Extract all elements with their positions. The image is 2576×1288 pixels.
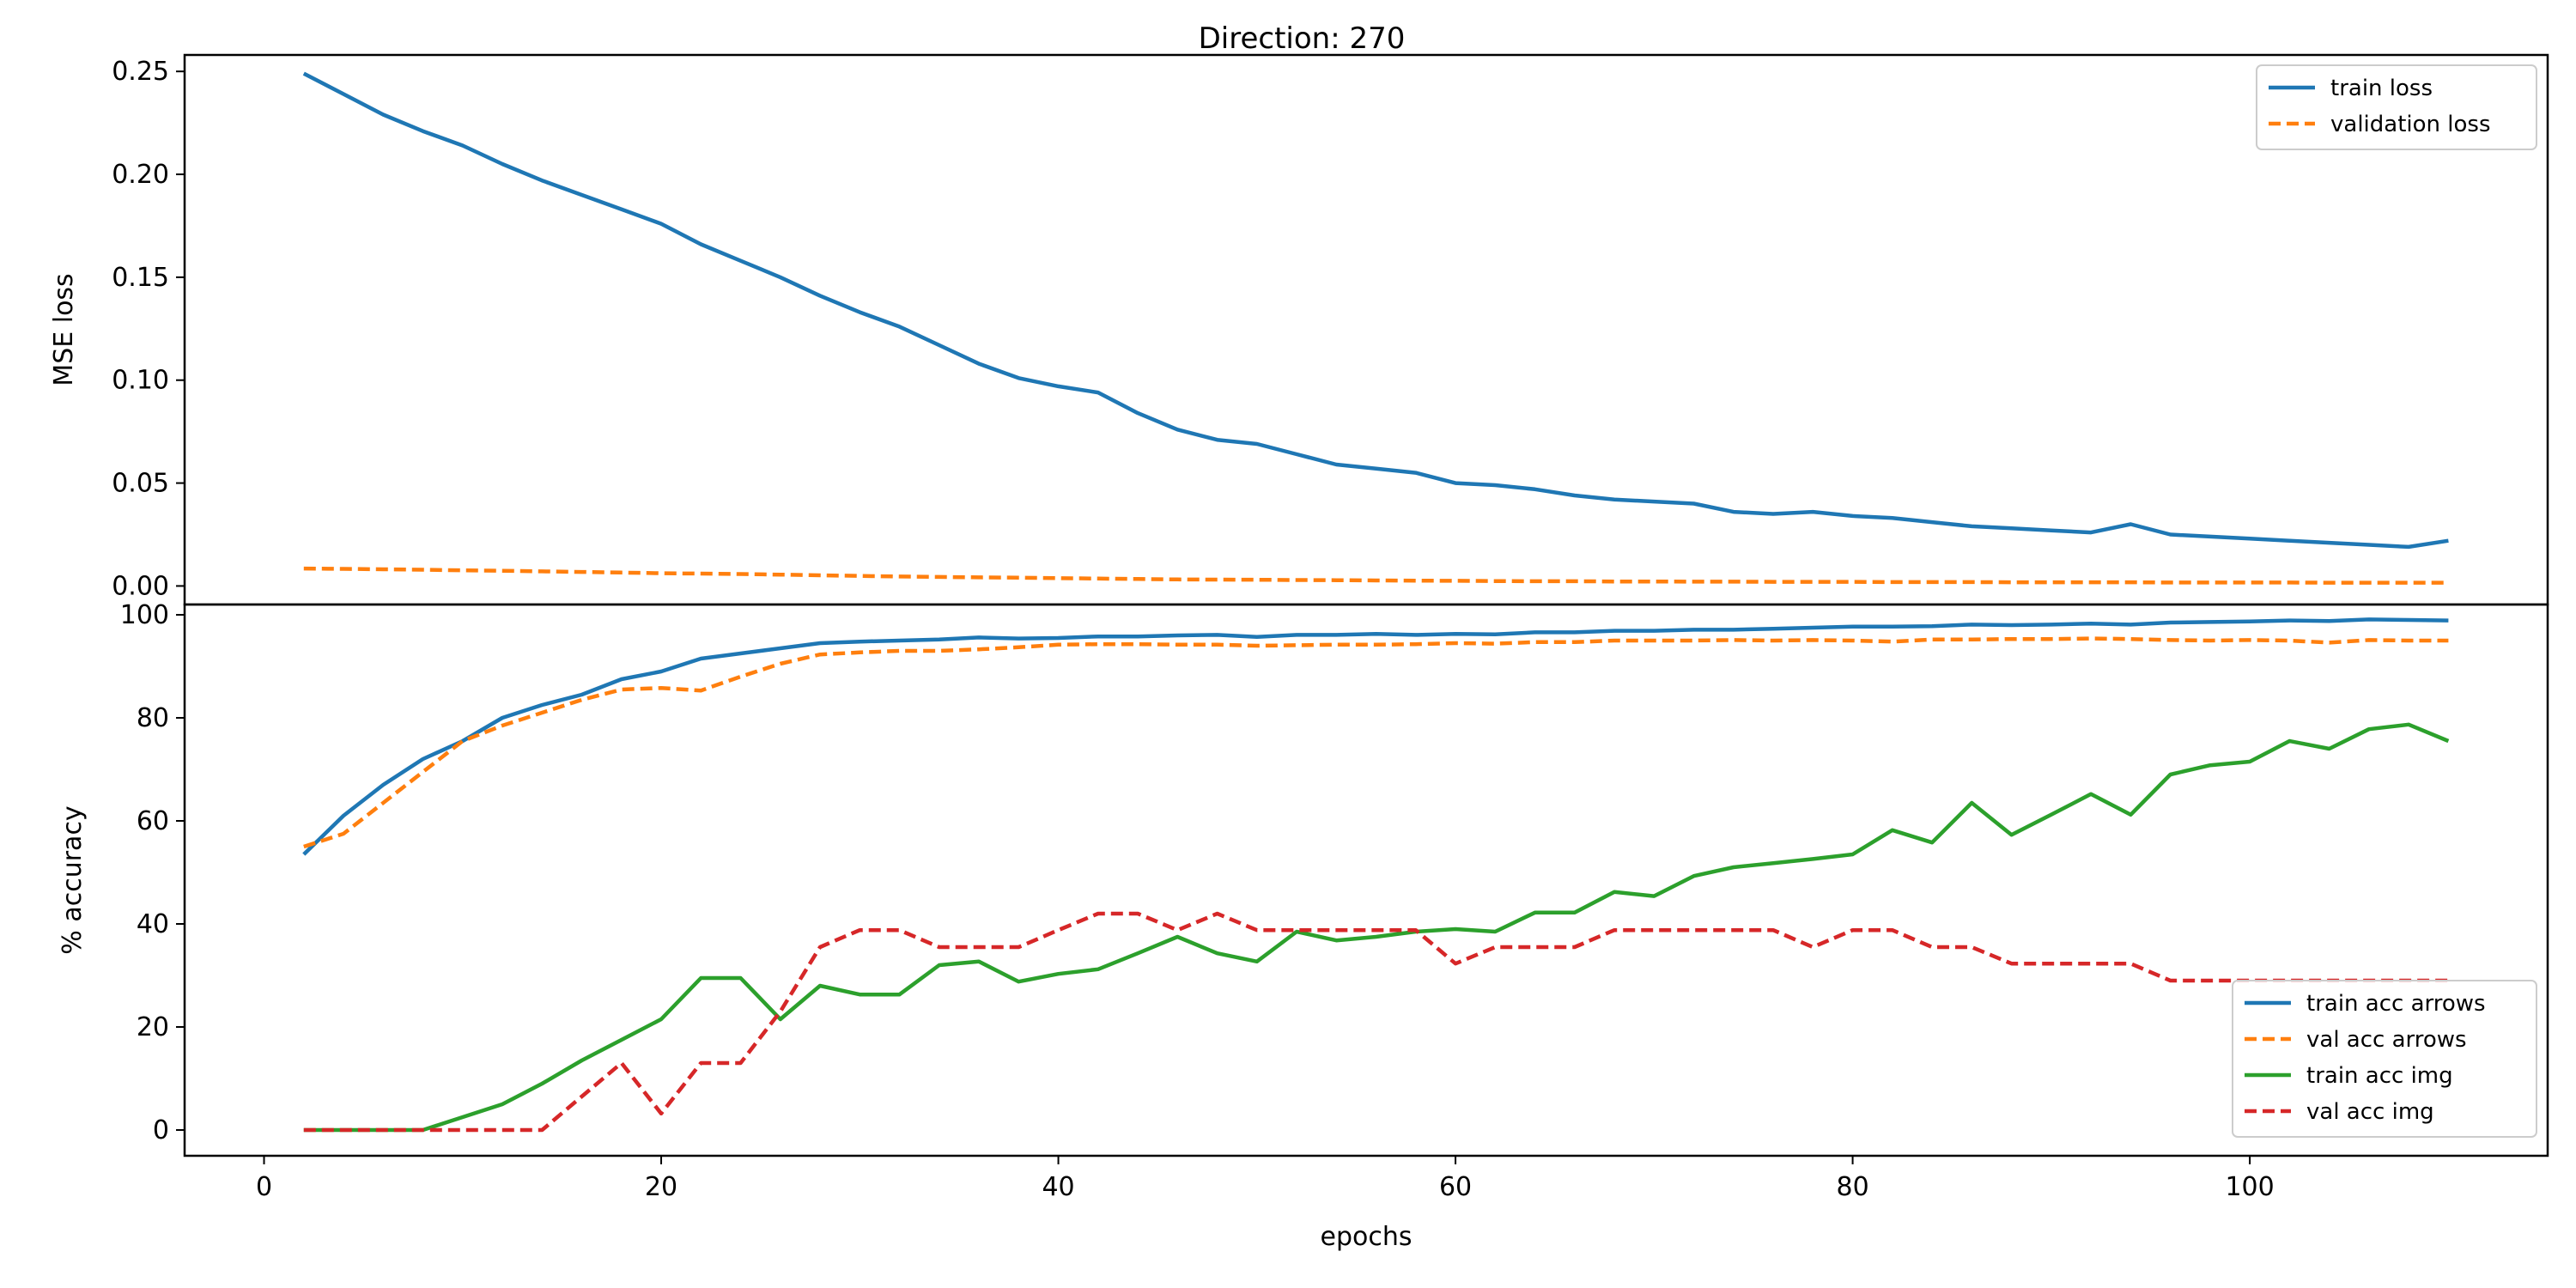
accuracy-x-ticks: 0 20 40 60 80 100 [256,1156,2275,1202]
accuracy-series-lines [302,617,2450,1133]
y-tick-label: 0 [153,1115,169,1145]
x-axis-label: epochs [1321,1222,1413,1252]
series-line-val-acc-img [303,911,2449,1133]
x-tick-label: 0 [256,1172,272,1202]
x-tick-label: 40 [1042,1172,1074,1202]
series-line-val-acc-arrows [303,636,2449,849]
legend-label: val acc img [2306,1099,2434,1125]
series-line-train-loss [302,71,2449,550]
legend-label: train acc img [2306,1063,2453,1089]
accuracy-legend: train acc arrows val acc arrows train acc … [2232,980,2537,1138]
series-line-train-acc-img [303,722,2450,1133]
y-tick-label: 20 [137,1012,169,1042]
loss-y-ticks: 0.00 0.05 0.10 0.15 0.20 0.25 [112,57,185,601]
loss-series-lines [302,71,2449,585]
series-line-train-acc-arrows [302,617,2449,856]
loss-y-axis-label: MSE loss [49,273,79,386]
series-line-validation-loss [303,566,2449,585]
loss-panel: 0.00 0.05 0.10 0.15 0.20 0.25 MSE loss train … [49,53,2549,606]
legend-label: validation loss [2330,112,2491,137]
loss-legend: train loss validation loss [2256,64,2537,150]
y-tick-label: 0.10 [112,366,169,396]
accuracy-axes-frame [183,603,2549,1157]
accuracy-panel: 0 20 40 60 80 100 0 20 40 60 80 100 epochs % accur… [58,600,2549,1252]
legend-label: train acc arrows [2306,991,2486,1017]
legend-label: train loss [2330,76,2433,101]
y-tick-label: 40 [137,909,169,939]
legend-frame [2256,64,2537,150]
x-tick-label: 20 [645,1172,677,1202]
y-tick-label: 100 [120,600,169,630]
x-tick-label: 100 [2225,1172,2274,1202]
y-tick-label: 0.25 [112,57,169,87]
x-tick-label: 60 [1439,1172,1472,1202]
y-tick-label: 60 [137,806,169,836]
x-tick-label: 80 [1836,1172,1868,1202]
accuracy-y-axis-label: % accuracy [58,805,88,954]
chart-title: Direction: 270 [1199,21,1406,56]
accuracy-y-ticks: 0 20 40 60 80 100 [120,600,185,1145]
y-tick-label: 0.20 [112,160,169,190]
y-tick-label: 80 [137,703,169,733]
legend-frame [2232,980,2537,1138]
legend-label: val acc arrows [2306,1027,2467,1053]
y-tick-label: 0.00 [112,571,169,601]
y-tick-label: 0.15 [112,263,169,293]
y-tick-label: 0.05 [112,469,169,499]
